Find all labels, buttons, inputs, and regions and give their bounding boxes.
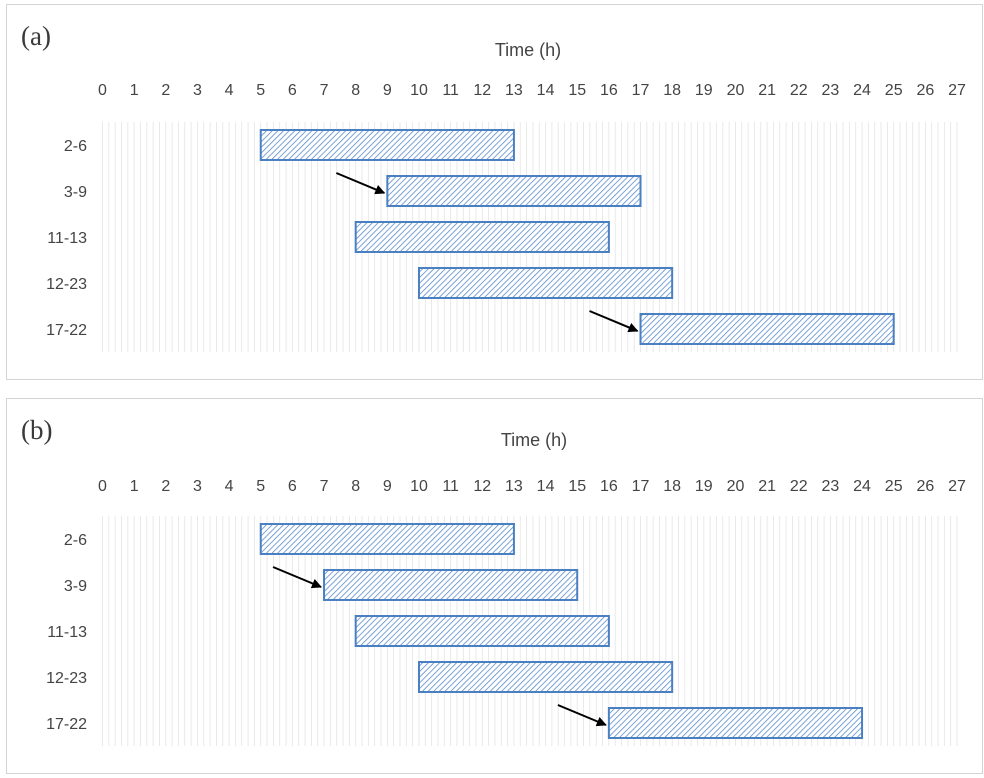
category-label: 2-6 xyxy=(64,532,87,549)
x-tick-label: 26 xyxy=(916,82,934,99)
gantt-bar xyxy=(417,661,674,693)
shift-arrow xyxy=(589,310,639,333)
x-tick-label: 23 xyxy=(822,478,840,495)
x-tick-label: 2 xyxy=(161,82,170,99)
x-tick-label: 24 xyxy=(853,478,871,495)
category-label: 11-13 xyxy=(47,624,87,641)
x-tick-label: 27 xyxy=(948,478,966,495)
category-label: 11-13 xyxy=(47,230,87,247)
x-tick-label: 20 xyxy=(727,478,745,495)
x-tick-label: 12 xyxy=(473,478,491,495)
x-tick-label: 12 xyxy=(473,82,491,99)
x-tick-label: 15 xyxy=(568,82,586,99)
x-tick-label: 9 xyxy=(383,478,392,495)
x-tick-label: 26 xyxy=(916,478,934,495)
x-tick-label: 22 xyxy=(790,478,808,495)
x-tick-label: 16 xyxy=(600,478,618,495)
x-tick-label: 4 xyxy=(225,478,234,495)
x-tick-label: 3 xyxy=(193,82,202,99)
x-tick-label: 23 xyxy=(822,82,840,99)
gantt-bar xyxy=(323,569,579,601)
x-tick-label: 18 xyxy=(663,478,681,495)
x-tick-label: 17 xyxy=(632,478,650,495)
x-tick-label: 7 xyxy=(320,82,329,99)
shift-arrow xyxy=(557,704,607,727)
gantt-bar xyxy=(259,523,515,555)
x-tick-label: 0 xyxy=(98,82,107,99)
gantt-bar xyxy=(417,267,674,299)
panel-label: (b) xyxy=(21,415,53,445)
x-tick-label: 18 xyxy=(663,82,681,99)
shift-arrow xyxy=(335,172,386,195)
x-tick-label: 7 xyxy=(320,478,329,495)
x-axis-title: Time (h) xyxy=(495,40,561,60)
x-tick-label: 17 xyxy=(632,82,650,99)
x-tick-label: 20 xyxy=(727,82,745,99)
category-label: 17-22 xyxy=(46,322,87,339)
x-tick-label: 0 xyxy=(98,478,107,495)
x-tick-label: 22 xyxy=(790,82,808,99)
x-tick-label: 11 xyxy=(442,478,459,495)
x-tick-label: 14 xyxy=(537,478,555,495)
category-label: 3-9 xyxy=(64,578,87,595)
x-tick-label: 10 xyxy=(410,478,428,495)
x-tick-label: 13 xyxy=(505,82,523,99)
x-tick-label: 9 xyxy=(383,82,392,99)
x-tick-label: 8 xyxy=(351,82,360,99)
category-label: 12-23 xyxy=(46,276,87,293)
x-tick-label: 19 xyxy=(695,478,713,495)
gantt-bar xyxy=(354,615,610,647)
x-tick-label: 6 xyxy=(288,82,297,99)
x-tick-label: 3 xyxy=(193,478,202,495)
x-tick-label: 1 xyxy=(130,478,139,495)
gantt-bar xyxy=(386,175,642,207)
gantt-chart-a: Time (h) 0 1 2 3 4 5 6 7 8 9 10 11 12 13 14 15 16 17 18 19 2… xyxy=(46,40,966,352)
gantt-bar xyxy=(354,221,610,253)
x-tick-label: 11 xyxy=(442,82,459,99)
x-tick-label: 1 xyxy=(130,82,139,99)
x-axis-title: Time (h) xyxy=(501,430,567,450)
category-label: 12-23 xyxy=(46,670,87,687)
panel-label: (a) xyxy=(21,21,51,51)
x-tick-label: 27 xyxy=(948,82,966,99)
gantt-chart-b: Time (h) 0 1 2 3 4 5 6 7 8 9 10 11 12 13 14 15 16 17 18 19 2… xyxy=(46,430,966,746)
x-tick-label: 10 xyxy=(410,82,428,99)
x-tick-label: 19 xyxy=(695,82,713,99)
x-tick-label: 2 xyxy=(161,478,170,495)
category-label: 2-6 xyxy=(64,138,87,155)
category-label: 3-9 xyxy=(64,184,87,201)
x-tick-label: 21 xyxy=(758,82,776,99)
x-tick-label: 13 xyxy=(505,478,523,495)
category-label: 17-22 xyxy=(46,716,87,733)
x-tick-label: 5 xyxy=(256,478,265,495)
gantt-bar xyxy=(259,129,515,161)
gantt-panel-a: (a) Time (h) 0 1 2 3 4 5 6 7 8 9 10 11 12 13 14 15 16 17 1… xyxy=(6,4,983,380)
x-tick-label: 21 xyxy=(758,478,776,495)
x-tick-label: 15 xyxy=(568,478,586,495)
x-tick-label: 16 xyxy=(600,82,618,99)
shift-arrow xyxy=(272,566,322,589)
gantt-panel-b: (b) Time (h) 0 1 2 3 4 5 6 7 8 9 10 11 12 13 14 15 16 17 1… xyxy=(6,398,983,774)
x-tick-label: 14 xyxy=(537,82,555,99)
gantt-bar xyxy=(639,313,895,345)
gantt-bar xyxy=(607,707,864,739)
x-tick-label: 24 xyxy=(853,82,871,99)
x-tick-label: 8 xyxy=(351,478,360,495)
x-tick-label: 4 xyxy=(225,82,234,99)
x-tick-label: 25 xyxy=(885,82,903,99)
x-tick-label: 25 xyxy=(885,478,903,495)
x-tick-label: 5 xyxy=(256,82,265,99)
x-tick-label: 6 xyxy=(288,478,297,495)
